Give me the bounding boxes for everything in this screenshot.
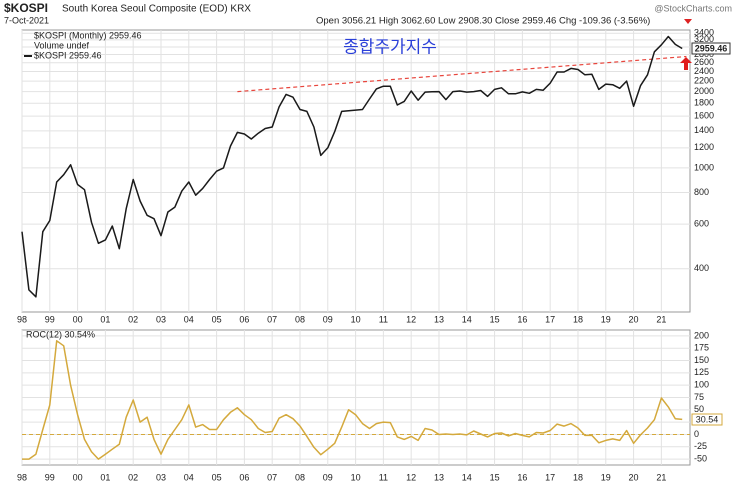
down-arrow-icon	[684, 19, 692, 24]
y-tick-label: 150	[694, 355, 709, 365]
x-tick-label: 21	[656, 314, 666, 324]
series-line	[21, 35, 683, 298]
x-tick-label: 18	[573, 472, 583, 482]
x-tick-label: 07	[267, 472, 277, 482]
y-tick-label: 175	[694, 343, 709, 353]
x-tick-label: 01	[100, 472, 110, 482]
roc-legend: ROC(12) 30.54%	[26, 329, 95, 339]
y-tick-label: 75	[694, 392, 704, 402]
roc-tag-box	[691, 413, 723, 426]
legend-main: $KOSPI (Monthly) 2959.46	[34, 30, 142, 40]
x-tick-label: 16	[517, 472, 527, 482]
x-tick-label: 11	[379, 472, 388, 482]
price-tag: 2959.46	[695, 43, 728, 53]
x-tick-label: 99	[45, 314, 55, 324]
y-tick-label: -50	[694, 453, 707, 463]
x-tick-label: 03	[156, 314, 166, 324]
x-tick-label: 07	[267, 314, 277, 324]
annotation: 종합주가지수	[343, 37, 437, 56]
y-tick-label: 200	[694, 330, 709, 340]
x-tick-label: 19	[601, 314, 611, 324]
overlays: 98 99 00 01 02 03 04 05 06 07 08 09 10 11 12 13 14 15 16 17…	[17, 28, 714, 483]
x-tick-label: 99	[45, 472, 55, 482]
red-arrow	[680, 57, 692, 70]
y-tick-label: 400	[694, 263, 709, 273]
x-tick-label: 17	[545, 472, 555, 482]
x-tick-label: 10	[351, 314, 361, 324]
y-tick-label: 1600	[694, 111, 714, 121]
y-tick-label: 600	[694, 218, 709, 228]
x-tick-label: 12	[406, 314, 416, 324]
x-tick-label: 09	[323, 472, 333, 482]
y-tick-label: 3200	[694, 34, 714, 44]
y-tick-label: 2600	[694, 57, 714, 67]
x-tick-label: 05	[212, 472, 222, 482]
y-tick-label: 125	[694, 367, 709, 377]
x-tick-label: 98	[17, 314, 27, 324]
x-tick-label: 13	[434, 314, 444, 324]
y-tick-label: 1200	[694, 142, 714, 152]
y-tick-label: 50	[694, 404, 704, 414]
description: South Korea Seoul Composite (EOD) KRX	[62, 4, 251, 15]
x-tick-label: 17	[545, 314, 555, 324]
y-tick-label: 2200	[694, 75, 714, 85]
y-tick-label: 800	[694, 187, 709, 197]
price-tag-box	[691, 42, 731, 55]
x-tick-label: 06	[239, 314, 249, 324]
y-tick-label: 2000	[694, 86, 714, 96]
x-tick-label: 20	[629, 314, 639, 324]
x-tick-label: 13	[434, 472, 444, 482]
x-tick-label: 98	[17, 472, 27, 482]
series-line	[22, 340, 683, 460]
x-tick-label: 16	[517, 314, 527, 324]
x-tick-label: 15	[490, 314, 500, 324]
date: 7-Oct-2021	[4, 15, 49, 25]
y-tick-label: -25	[694, 441, 707, 451]
x-tick-label: 08	[295, 314, 305, 324]
x-tick-label: 00	[73, 314, 83, 324]
y-tick-label: 2400	[694, 66, 714, 76]
x-tick-label: 02	[128, 472, 138, 482]
x-tick-label: 02	[128, 314, 138, 324]
x-tick-label: 06	[239, 472, 249, 482]
y-tick-label: 3400	[694, 28, 714, 38]
y-tick-label: 1400	[694, 125, 714, 135]
source: @StockCharts.com	[654, 3, 732, 13]
y-tick-label: 1000	[694, 162, 714, 172]
x-tick-label: 19	[601, 472, 611, 482]
x-tick-label: 05	[212, 314, 222, 324]
x-tick-label: 03	[156, 472, 166, 482]
legend-line: $KOSPI 2959.46	[34, 50, 102, 60]
symbol: $KOSPI	[4, 1, 48, 15]
x-tick-label: 21	[656, 472, 666, 482]
x-tick-label: 12	[406, 472, 416, 482]
y-tick-label: 100	[694, 380, 709, 390]
legend-volume: Volume undef	[34, 40, 90, 50]
quote: Open 3056.21 High 3062.60 Low 2908.30 Cl…	[316, 16, 650, 27]
x-tick-label: 20	[629, 472, 639, 482]
x-tick-label: 18	[573, 314, 583, 324]
x-tick-label: 09	[323, 314, 333, 324]
roc-tag: 30.54	[696, 414, 719, 424]
x-tick-label: 10	[351, 472, 361, 482]
y-tick-label: 0	[694, 429, 699, 439]
x-tick-label: 14	[462, 314, 472, 324]
x-tick-label: 01	[100, 314, 110, 324]
x-tick-label: 11	[379, 314, 388, 324]
x-tick-label: 08	[295, 472, 305, 482]
x-tick-label: 04	[184, 472, 194, 482]
x-tick-label: 14	[462, 472, 472, 482]
x-tick-label: 00	[73, 472, 83, 482]
trendline	[237, 55, 687, 93]
x-tick-label: 15	[490, 472, 500, 482]
y-tick-label: 1800	[694, 98, 714, 108]
x-tick-label: 04	[184, 314, 194, 324]
